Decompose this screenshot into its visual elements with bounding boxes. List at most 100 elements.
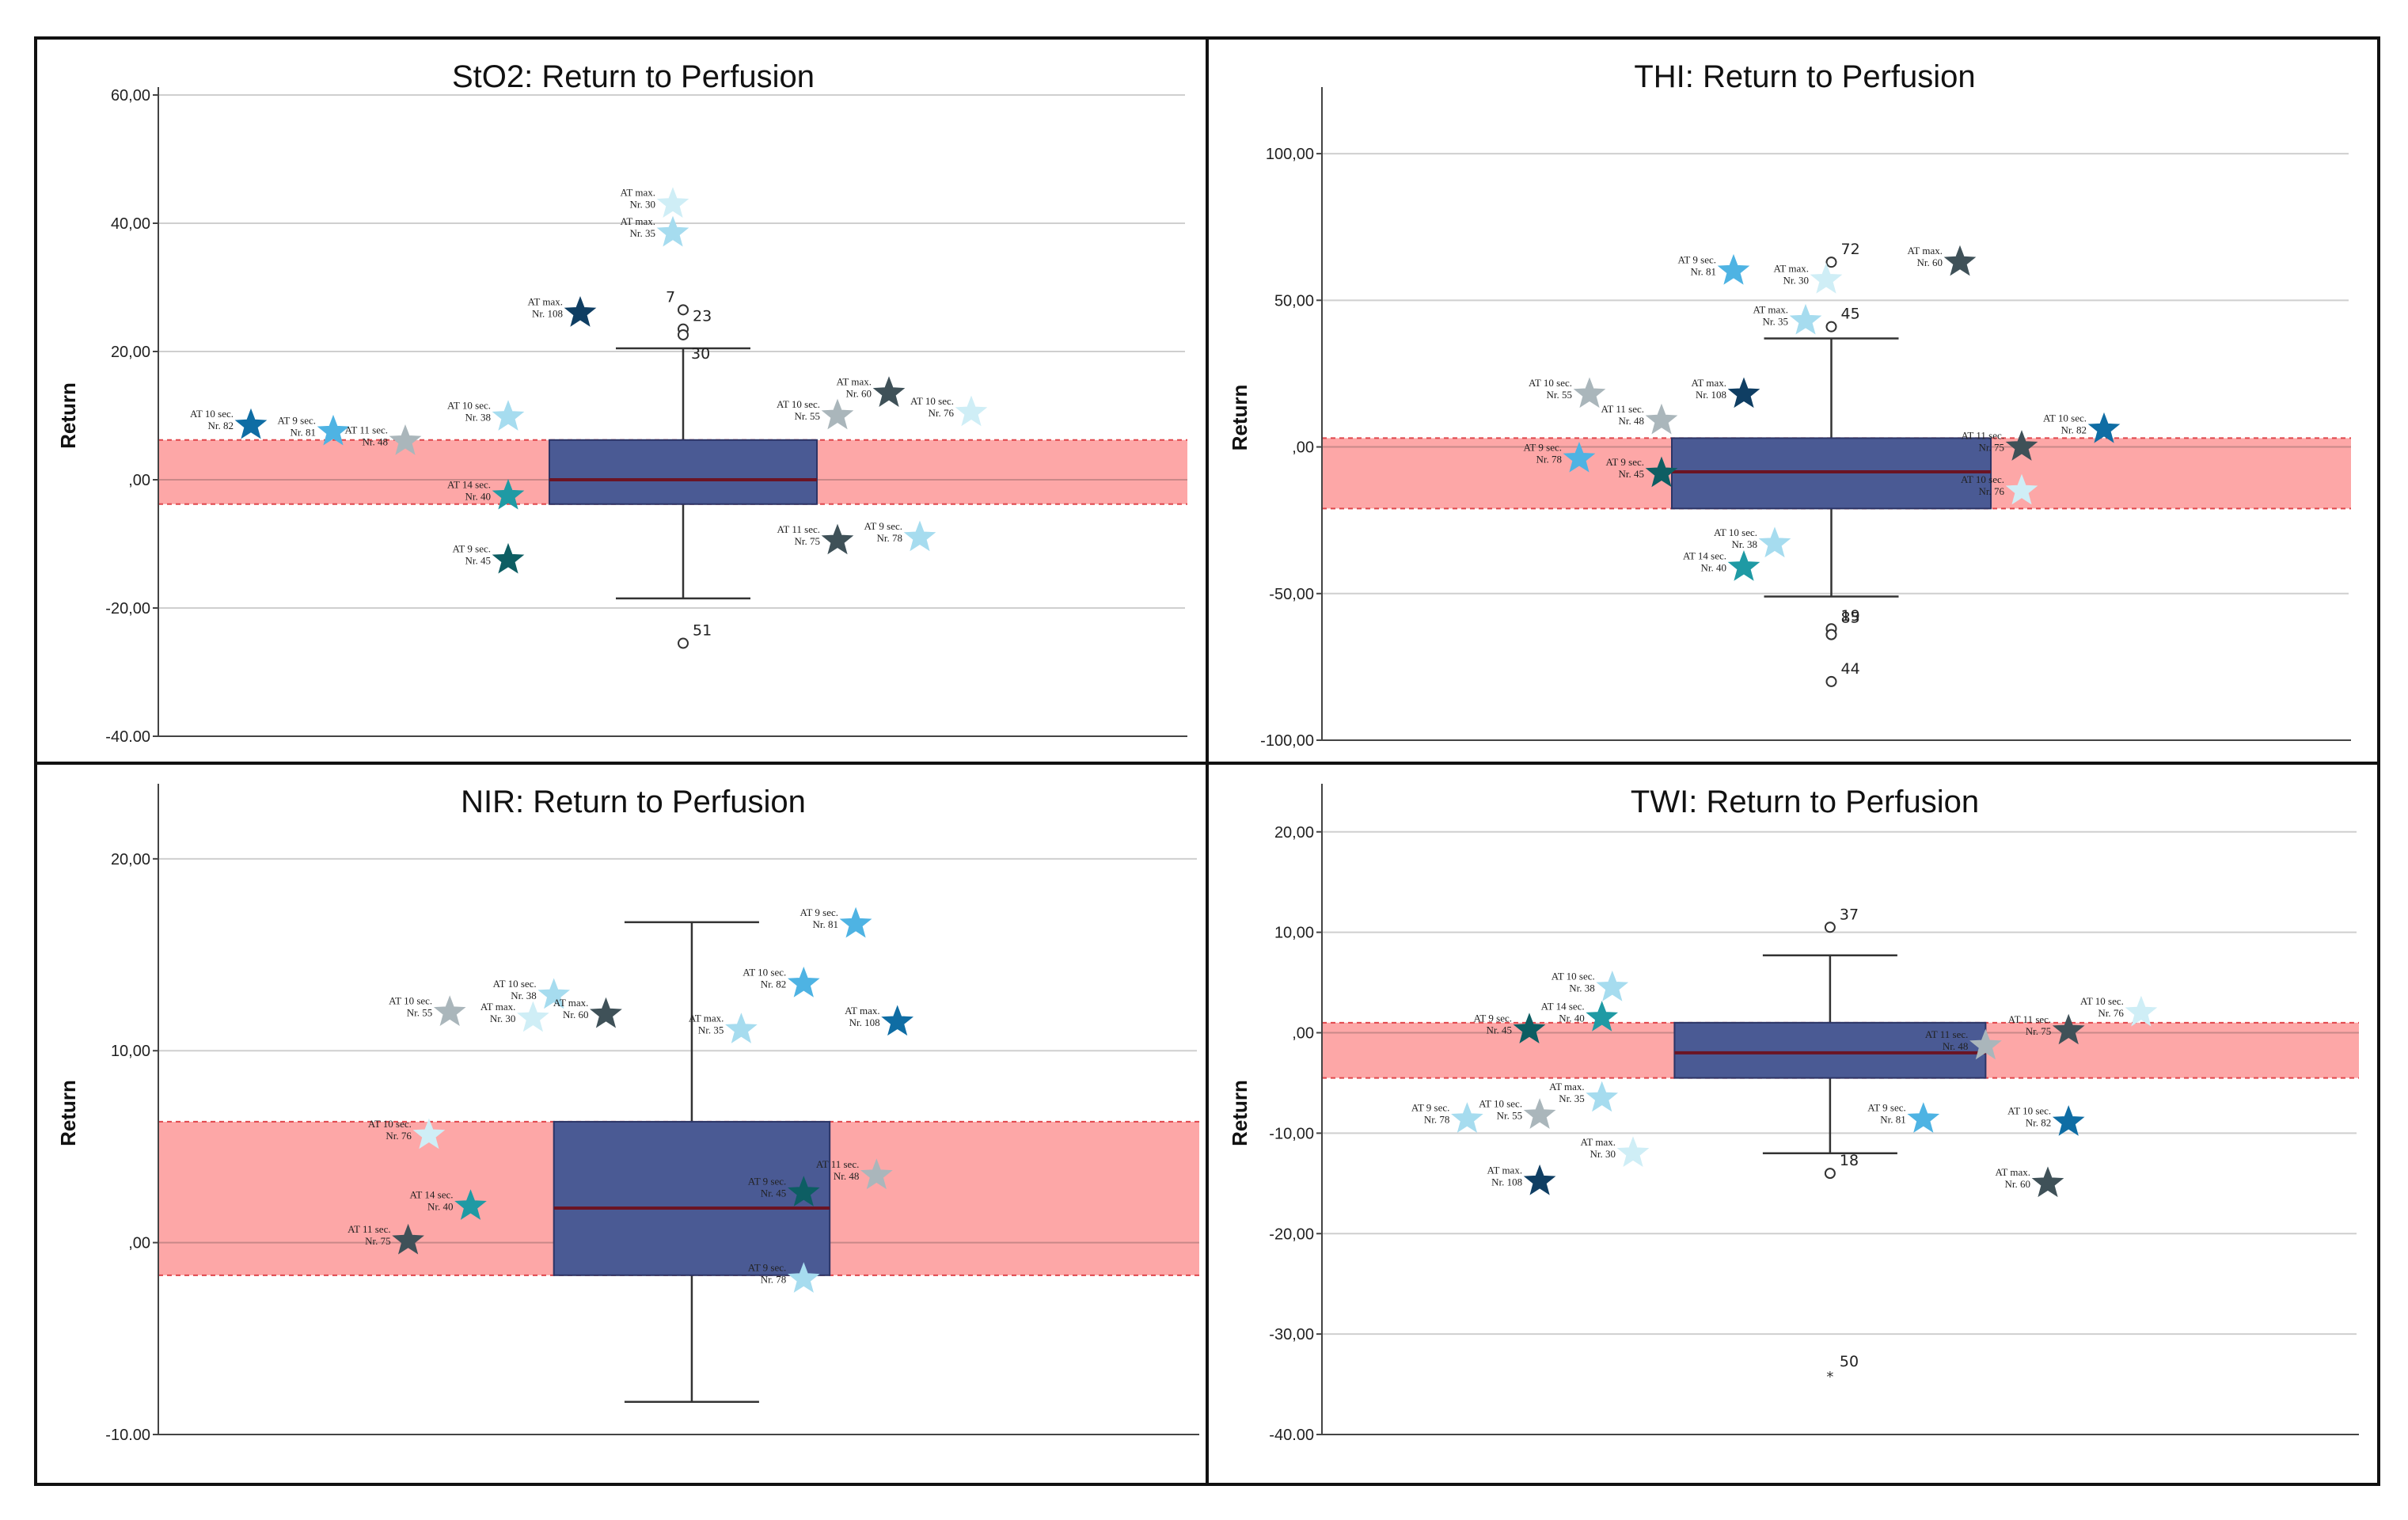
annotation-label-line1: AT 10 sec. bbox=[1961, 473, 2004, 485]
annotation-label-line1: AT 11 sec. bbox=[348, 1223, 391, 1235]
y-tick-label: 100,00 bbox=[1266, 146, 1314, 163]
star-marker bbox=[1758, 526, 1791, 558]
annotation-label-line1: AT 11 sec. bbox=[1601, 403, 1644, 415]
chart-panel-4: TWI: Return to Perfusion Return 20,00 10,00… bbox=[1228, 784, 2359, 1444]
annotation-label-line1: AT 11 sec. bbox=[1961, 430, 2004, 442]
star-marker bbox=[564, 295, 597, 327]
star-marker bbox=[1907, 1102, 1940, 1133]
y-tick-label: 20,00 bbox=[111, 344, 150, 361]
annotation-label-line1: AT 10 sec. bbox=[190, 408, 234, 420]
annotation-label-line1: AT max. bbox=[1995, 1166, 2030, 1178]
y-axis-label: Return bbox=[1228, 385, 1251, 451]
star-marker bbox=[1789, 303, 1822, 335]
star-marker bbox=[821, 398, 854, 430]
y-tick-label: 40,00 bbox=[111, 215, 150, 233]
y-tick-label: ,00 bbox=[1292, 439, 1314, 457]
panels: StO2: Return to Perfusion Return 60,00 40,0… bbox=[56, 59, 2359, 1444]
y-tick-label: 60,00 bbox=[111, 87, 150, 104]
star-marker bbox=[2005, 430, 2038, 461]
y-tick-label: -20,00 bbox=[1269, 1226, 1314, 1243]
star-marker bbox=[860, 1158, 893, 1190]
annotation-label-line2: Nr. 38 bbox=[1732, 538, 1758, 550]
star-marker bbox=[537, 978, 571, 1009]
annotation-label-line1: AT 9 sec. bbox=[748, 1262, 787, 1274]
annotation-label-line1: AT 9 sec. bbox=[1523, 441, 1562, 453]
annotation-label-line1: AT 10 sec. bbox=[1479, 1098, 1522, 1110]
annotation-label-line2: Nr. 48 bbox=[834, 1170, 860, 1182]
annotation-label-line2: Nr. 30 bbox=[1783, 274, 1810, 286]
annotation-label-line2: Nr. 45 bbox=[1487, 1024, 1513, 1036]
star-marker bbox=[392, 1223, 424, 1255]
annotation-label-line2: Nr. 30 bbox=[630, 199, 656, 211]
star-marker bbox=[1969, 1028, 2002, 1060]
annotation-label-line1: AT 14 sec. bbox=[447, 478, 491, 490]
annotation-label-line2: Nr. 48 bbox=[1943, 1040, 1969, 1052]
annotation-label-line1: AT 10 sec. bbox=[2007, 1104, 2051, 1116]
annotation-label-line2: Nr. 35 bbox=[1559, 1092, 1585, 1104]
extreme-outlier-marker: * bbox=[1826, 1369, 1833, 1385]
annotation-label-line2: Nr. 38 bbox=[465, 412, 492, 424]
annotation-label-line2: Nr. 108 bbox=[532, 307, 563, 319]
chart-title: THI: Return to Perfusion bbox=[1634, 59, 1975, 94]
annotation-label-line2: Nr. 81 bbox=[291, 426, 317, 438]
chart-title: TWI: Return to Perfusion bbox=[1631, 785, 1979, 819]
star-marker bbox=[787, 1262, 820, 1293]
annotation-label-line2: Nr. 48 bbox=[363, 435, 389, 447]
star-marker bbox=[2052, 1013, 2085, 1045]
annotation-label-line1: AT max. bbox=[1753, 303, 1788, 315]
annotation-label-line2: Nr. 108 bbox=[849, 1016, 880, 1028]
annotation-label-line2: Nr. 60 bbox=[563, 1009, 589, 1020]
annotation-label-line1: AT 10 sec. bbox=[910, 395, 954, 407]
outlier-point bbox=[1825, 256, 1837, 268]
box-iqr bbox=[1673, 1021, 1987, 1079]
annotation-label-line1: AT 10 sec. bbox=[1714, 526, 1757, 538]
y-tick-label: 20,00 bbox=[111, 851, 150, 868]
annotation-label-line1: AT 9 sec. bbox=[277, 414, 316, 426]
annotation-label-line2: Nr. 55 bbox=[795, 410, 821, 422]
y-tick-label: -10.00 bbox=[105, 1427, 150, 1444]
star-marker bbox=[1616, 1136, 1650, 1168]
y-tick-label: 20,00 bbox=[1274, 824, 1314, 842]
outlier-point bbox=[678, 637, 689, 649]
star-marker bbox=[725, 1013, 758, 1043]
star-marker bbox=[1563, 441, 1596, 473]
annotation-label-line1: AT 11 sec. bbox=[777, 523, 820, 535]
annotation-label-line2: Nr. 82 bbox=[2061, 424, 2087, 435]
annotation-label-line2: Nr. 55 bbox=[1497, 1110, 1523, 1122]
annotation-label-line2: Nr. 45 bbox=[761, 1188, 787, 1199]
annotation-label-line2: Nr. 40 bbox=[427, 1201, 454, 1213]
annotation-label-line1: AT 10 sec. bbox=[368, 1118, 412, 1130]
annotation-label-line2: Nr. 60 bbox=[846, 388, 872, 400]
annotation-label-line1: AT max. bbox=[1907, 245, 1943, 256]
annotation-label-line2: Nr. 78 bbox=[1424, 1114, 1450, 1126]
outlier-label: 44 bbox=[1841, 660, 1860, 678]
annotation-label-line2: Nr. 30 bbox=[1590, 1148, 1616, 1160]
outlier-label: 45 bbox=[1841, 306, 1860, 323]
y-tick-label: ,00 bbox=[128, 1235, 150, 1252]
chart-panel-2: THI: Return to Perfusion Return 100,00 50,0… bbox=[1228, 59, 2351, 750]
outlier-label: 7 bbox=[666, 288, 675, 306]
annotation-label-line1: AT 14 sec. bbox=[1683, 549, 1726, 561]
star-marker bbox=[656, 187, 689, 218]
outlier-point bbox=[1824, 1168, 1836, 1180]
annotation-label-line1: AT 11 sec. bbox=[816, 1158, 860, 1170]
annotation-label-line1: AT max. bbox=[620, 187, 655, 199]
y-axis-label: Return bbox=[56, 1080, 80, 1146]
annotation-label-line1: AT 9 sec. bbox=[452, 542, 491, 554]
star-marker bbox=[872, 376, 906, 407]
annotation-label-line1: AT 11 sec. bbox=[2008, 1013, 2052, 1025]
annotation-label-line1: AT 9 sec. bbox=[800, 906, 839, 918]
annotation-label-line1: AT max. bbox=[689, 1013, 724, 1024]
annotation-label-line2: Nr. 81 bbox=[813, 918, 839, 930]
annotation-label-line2: Nr. 45 bbox=[465, 554, 492, 566]
annotation-label-line1: AT 9 sec. bbox=[1605, 456, 1644, 468]
annotation-label-line2: Nr. 82 bbox=[761, 978, 787, 990]
annotation-label-line1: AT max. bbox=[845, 1005, 880, 1016]
y-axis-label: Return bbox=[56, 382, 80, 449]
star-marker bbox=[412, 1118, 446, 1150]
annotation-label-line1: AT max. bbox=[553, 997, 589, 1009]
outlier-label: 19 bbox=[1841, 607, 1860, 625]
star-marker bbox=[1645, 456, 1678, 488]
annotation-label-line1: AT 10 sec. bbox=[777, 398, 820, 410]
annotation-label-line1: AT 10 sec. bbox=[743, 966, 786, 978]
